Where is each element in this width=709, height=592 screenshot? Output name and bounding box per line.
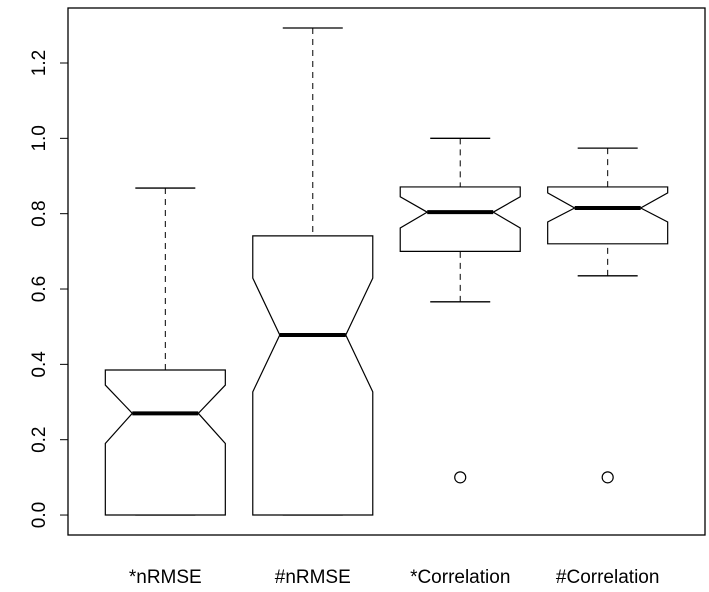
box	[252, 235, 374, 516]
y-tick-label: 0.2	[29, 426, 50, 452]
y-tick-label: 1.2	[29, 50, 50, 76]
x-tick-label: #nRMSE	[275, 567, 351, 588]
y-tick-label: 0.8	[29, 200, 50, 226]
box	[399, 186, 521, 252]
x-tick-label: #Correlation	[556, 567, 660, 588]
y-tick-label: 1.0	[29, 125, 50, 151]
box	[547, 186, 669, 245]
y-tick-label: 0.4	[29, 351, 50, 378]
y-tick-label: 0.6	[29, 276, 50, 302]
y-tick-label: 0.0	[29, 502, 50, 528]
x-tick-label: *Correlation	[410, 567, 510, 588]
plot-frame	[67, 7, 706, 536]
outlier	[454, 471, 467, 484]
x-tick-label: *nRMSE	[129, 567, 202, 588]
outlier	[601, 471, 614, 484]
box	[104, 369, 226, 516]
